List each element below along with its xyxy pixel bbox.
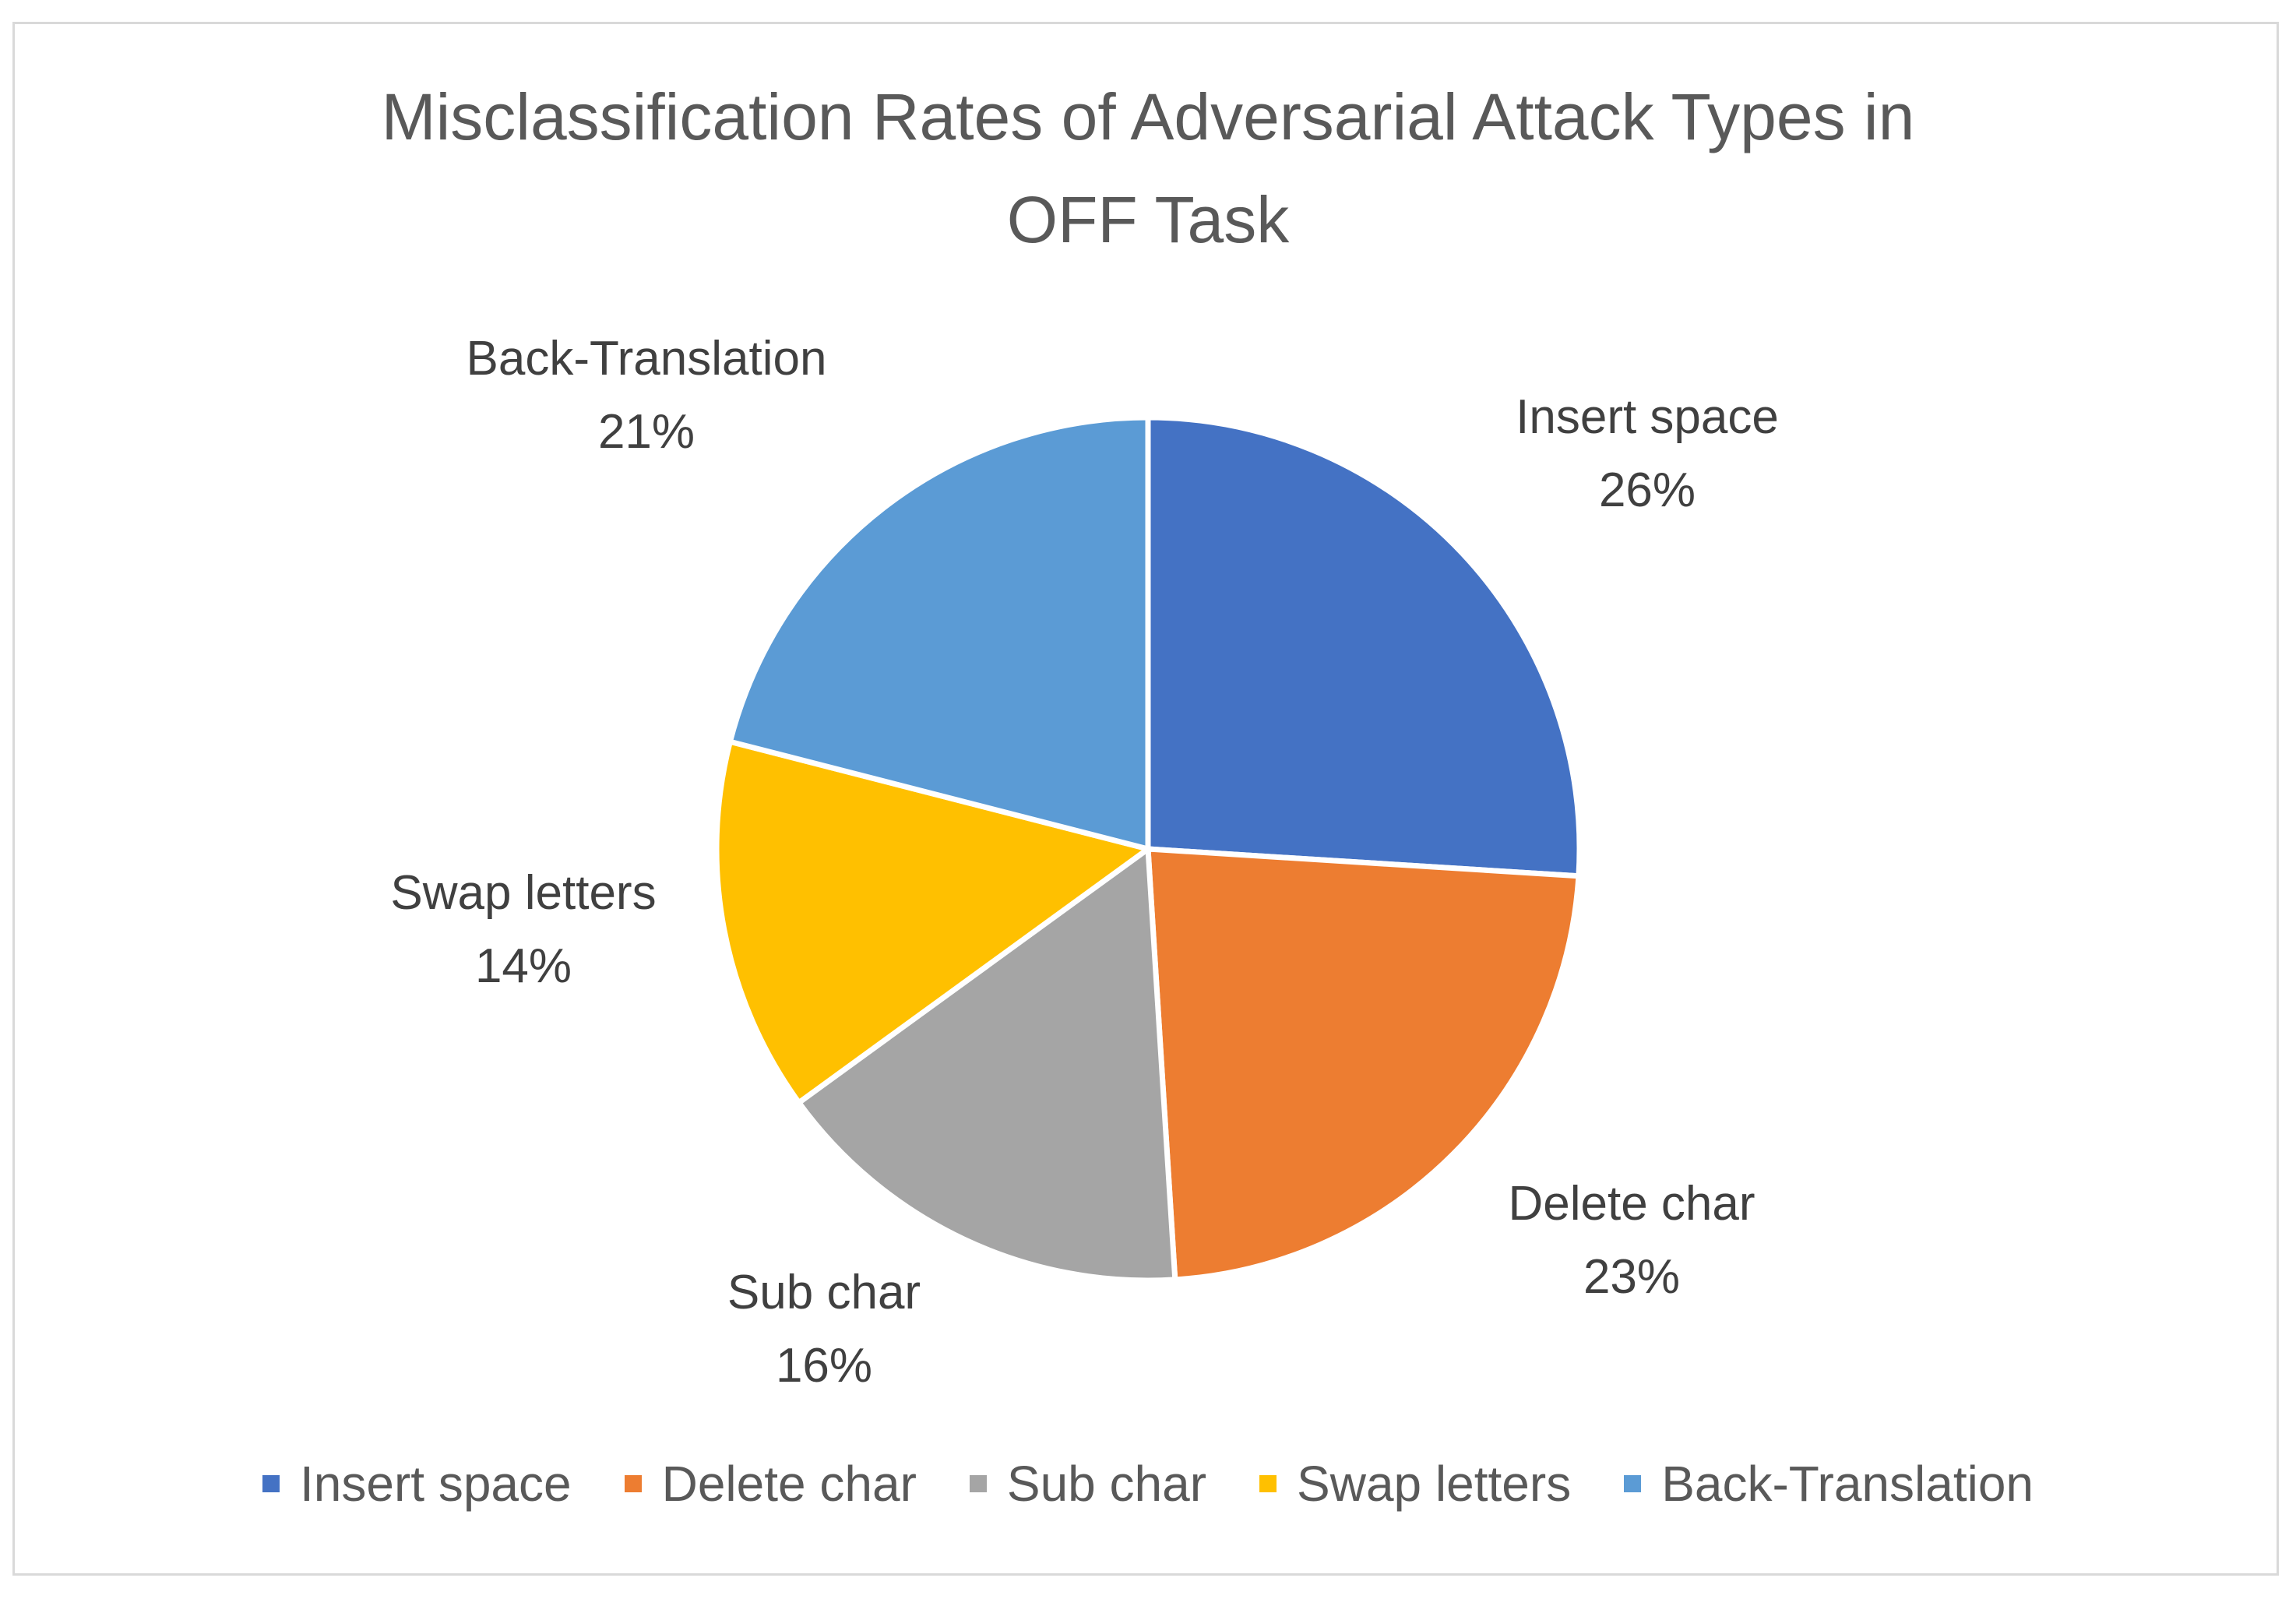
chart-title-line-2: OFF Task bbox=[1006, 183, 1290, 256]
data-label-category-back-translation: Back-Translation bbox=[467, 332, 827, 386]
legend-label-back-translation: Back-Translation bbox=[1661, 1456, 2034, 1512]
chart-title-line-1: Misclassification Rates of Adversarial A… bbox=[381, 80, 1915, 153]
legend-swatch-back-translation bbox=[1624, 1475, 1642, 1492]
data-label-category-insert-space: Insert space bbox=[1516, 390, 1779, 444]
data-label-value-insert-space: 26% bbox=[1599, 463, 1696, 517]
legend-swatch-delete-char bbox=[624, 1475, 642, 1492]
data-label-category-sub-char: Sub char bbox=[727, 1266, 921, 1319]
data-label-category-swap-letters: Swap letters bbox=[390, 866, 656, 920]
pie-slice-swap-letters bbox=[713, 738, 1151, 1106]
data-label-category-delete-char: Delete char bbox=[1508, 1177, 1755, 1231]
pie-slice-insert-space bbox=[1145, 414, 1583, 879]
legend-item-swap-letters: Swap letters bbox=[1259, 1455, 1571, 1513]
legend-label-delete-char: Delete char bbox=[661, 1456, 917, 1512]
legend-swatch-sub-char bbox=[969, 1475, 987, 1492]
pie-slice-delete-char bbox=[1145, 846, 1582, 1283]
chart-legend: Insert space Delete char Sub char Swap l… bbox=[0, 1449, 2296, 1519]
data-label-value-sub-char: 16% bbox=[776, 1339, 872, 1393]
legend-item-delete-char: Delete char bbox=[624, 1455, 917, 1513]
chart-title: Misclassification Rates of Adversarial A… bbox=[0, 65, 2296, 271]
legend-label-swap-letters: Swap letters bbox=[1297, 1456, 1572, 1512]
legend-label-sub-char: Sub char bbox=[1006, 1456, 1207, 1512]
legend-swatch-swap-letters bbox=[1259, 1475, 1277, 1492]
pie-slice-sub-char bbox=[796, 846, 1178, 1284]
pie-slice-back-translation bbox=[727, 414, 1151, 852]
data-label-value-delete-char: 23% bbox=[1583, 1250, 1680, 1304]
legend-item-insert-space: Insert space bbox=[262, 1455, 572, 1513]
data-label-value-swap-letters: 14% bbox=[475, 939, 572, 993]
legend-swatch-insert-space bbox=[262, 1475, 280, 1492]
legend-item-sub-char: Sub char bbox=[969, 1455, 1207, 1513]
legend-label-insert-space: Insert space bbox=[299, 1456, 572, 1512]
data-label-value-back-translation: 21% bbox=[598, 405, 695, 459]
legend-item-back-translation: Back-Translation bbox=[1624, 1455, 2034, 1513]
